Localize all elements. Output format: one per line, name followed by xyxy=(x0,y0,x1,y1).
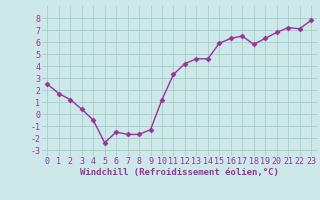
X-axis label: Windchill (Refroidissement éolien,°C): Windchill (Refroidissement éolien,°C) xyxy=(80,168,279,177)
